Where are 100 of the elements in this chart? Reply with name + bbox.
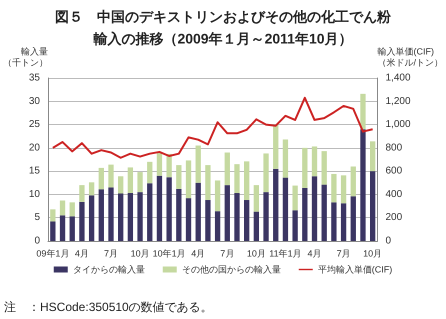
bar <box>70 202 75 216</box>
y2-tick-label: 200 <box>386 212 403 224</box>
bar <box>302 188 308 241</box>
bar <box>147 162 152 184</box>
x-tick-label: 11年1月 <box>269 248 302 258</box>
bar <box>118 176 124 194</box>
x-tick-label: 10月 <box>363 248 382 258</box>
bar <box>244 200 250 241</box>
bar <box>128 167 134 194</box>
x-tick-label: 4月 <box>308 248 322 258</box>
bar <box>214 180 220 212</box>
x-tick-label: 7月 <box>336 248 351 258</box>
bar <box>340 175 346 204</box>
bar <box>205 165 211 200</box>
bar <box>196 182 201 241</box>
y2-axis-title: 輸入単価(CIF)（米ドル/トン） <box>378 46 444 68</box>
bar <box>331 202 337 241</box>
bar <box>79 185 85 202</box>
y2-tick-label: 400 <box>386 188 403 200</box>
bar <box>234 193 240 241</box>
bar <box>350 196 356 241</box>
y-tick-label: 35 <box>28 72 40 84</box>
x-tick-label: 09年1月 <box>36 248 70 258</box>
bar <box>176 188 182 241</box>
x-tick-label: 10月 <box>130 248 150 258</box>
bar <box>60 200 66 216</box>
bar <box>224 185 230 241</box>
legend-label: 平均輸入単価(CIF) <box>318 264 392 274</box>
legend-label: その他の国からの輸入量 <box>182 264 281 274</box>
bar <box>370 141 376 172</box>
bar <box>166 154 172 178</box>
x-tick-label: 10月 <box>246 248 266 258</box>
bar <box>331 174 337 202</box>
bar <box>137 192 143 241</box>
bar <box>214 211 220 241</box>
bar <box>292 210 298 241</box>
y2-tick-label: 1,200 <box>386 96 411 107</box>
bar <box>224 152 230 186</box>
bar <box>350 166 356 196</box>
bar <box>50 221 56 241</box>
y2-tick-label: 0 <box>386 236 392 246</box>
bar <box>70 216 75 241</box>
bar <box>360 129 366 241</box>
bar <box>88 182 94 196</box>
y-axis-title: 輸入量（千トン） <box>3 46 48 68</box>
x-tick-label: 7月 <box>220 248 234 258</box>
bar <box>108 187 114 241</box>
chart-subtitle: 輸入の推移（2009年１月～2011年10月） <box>92 30 353 46</box>
bar <box>234 164 240 194</box>
bar <box>263 192 269 241</box>
x-tick-label: 4月 <box>191 248 206 258</box>
x-tick-label: 7月 <box>104 248 118 258</box>
bar <box>292 186 298 210</box>
bar <box>254 185 260 212</box>
y-tick-label: 10 <box>28 188 40 200</box>
bar <box>196 146 201 183</box>
y-tick-label: 25 <box>28 119 40 130</box>
bar <box>282 139 288 178</box>
bar <box>128 193 134 241</box>
bar <box>254 212 260 241</box>
bar <box>176 165 182 189</box>
bar <box>322 151 327 185</box>
y-tick-label: 5 <box>34 212 40 224</box>
bar <box>79 202 85 241</box>
y-tick-label: 0 <box>34 236 40 246</box>
bar <box>263 153 269 192</box>
bar <box>273 124 278 169</box>
y-tick-label: 20 <box>28 142 40 154</box>
bar <box>244 161 250 200</box>
bar <box>147 183 152 241</box>
bar <box>108 164 114 188</box>
bar <box>302 148 308 188</box>
bar <box>312 146 318 176</box>
bar <box>322 184 327 241</box>
y-tick-label: 15 <box>28 166 40 177</box>
bar <box>166 177 172 241</box>
text: 注 ：HSCode:350510の数値である。 <box>4 300 213 314</box>
bar <box>273 168 278 241</box>
bar <box>98 189 104 241</box>
line-series <box>52 96 374 159</box>
bar <box>118 193 124 241</box>
y2-tick-label: 600 <box>386 166 403 177</box>
bar <box>98 168 104 190</box>
y2-tick-label: 1,000 <box>386 119 411 130</box>
bar <box>282 178 288 241</box>
bar <box>50 209 56 222</box>
bar <box>156 176 162 241</box>
y2-tick-label: 800 <box>386 142 403 154</box>
chart-title: 図５ 中国のデキストリンおよびその他の化工でん粉 <box>55 8 392 24</box>
bar <box>156 152 162 176</box>
bar <box>312 176 318 241</box>
bar <box>205 200 211 241</box>
bar <box>137 172 143 192</box>
y-tick-label: 30 <box>28 96 40 107</box>
bar <box>88 195 94 241</box>
bar <box>186 198 192 241</box>
y2-tick-label: 1,400 <box>386 72 411 84</box>
x-tick-label: 10年1月 <box>152 248 186 258</box>
x-tick-label: 4月 <box>74 248 89 258</box>
bar <box>60 215 66 241</box>
